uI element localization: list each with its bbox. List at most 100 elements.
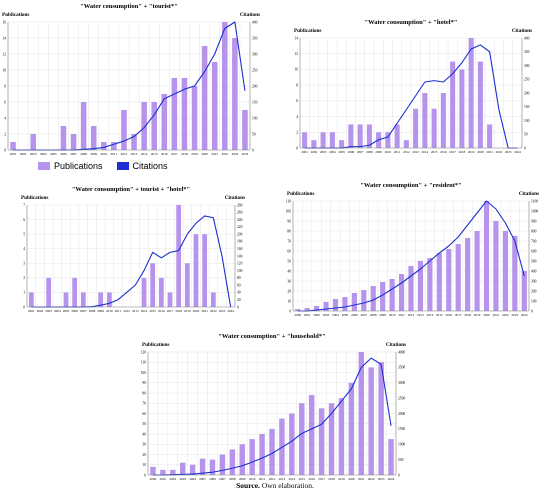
bar-publications xyxy=(202,234,208,307)
y-tick-left: 4 xyxy=(296,115,298,119)
x-tick-label: 2018 xyxy=(175,309,182,313)
y-tick-right: 100 xyxy=(524,119,530,123)
chart-4: 0102030405060708090100110010020030040050… xyxy=(286,182,539,317)
y-tick-left: 40 xyxy=(142,432,146,436)
bar-publications xyxy=(98,292,104,307)
x-tick-label: 2022 xyxy=(210,309,217,313)
y-tick-right: 1000 xyxy=(531,209,538,213)
bar-publications xyxy=(201,46,208,150)
bar-publications xyxy=(229,449,236,475)
chart-title: "Water consumption" + tourist + "hotel*" xyxy=(72,186,190,193)
y-tick-right: 350 xyxy=(524,50,530,54)
y-tick-right: 250 xyxy=(524,78,530,82)
x-tick-label: 2001 xyxy=(10,152,17,156)
x-tick-label: 2018 xyxy=(464,313,471,317)
bar-publications xyxy=(422,93,428,148)
y-axis-label-right: Citations xyxy=(240,12,260,18)
bar-publications xyxy=(521,271,527,311)
x-tick-label: 2014 xyxy=(422,150,429,154)
x-tick-label: 2011 xyxy=(115,309,122,313)
y-tick-left: 70 xyxy=(142,402,146,406)
x-tick-label: 2000 xyxy=(294,313,301,317)
y-tick-left: 90 xyxy=(287,219,291,223)
y-tick-right: 400 xyxy=(252,20,258,24)
x-tick-label: 2007 xyxy=(80,309,87,313)
x-tick-label: 2016 xyxy=(308,477,315,481)
x-tick-label: 2020 xyxy=(193,309,200,313)
x-tick-label: 2012 xyxy=(408,313,415,317)
y-tick-right: 250 xyxy=(252,68,258,72)
bar-publications xyxy=(431,108,437,148)
bar-publications xyxy=(427,258,433,311)
legend-swatch-citations xyxy=(116,162,129,170)
bar-publications xyxy=(28,292,34,307)
x-tick-label: 2018 xyxy=(459,150,466,154)
x-tick-label: 2014 xyxy=(289,477,296,481)
y-tick-left: 120 xyxy=(141,350,147,354)
x-tick-label: 2007 xyxy=(357,150,364,154)
y-tick-right: 200 xyxy=(237,232,243,236)
source-text: Own elaboration. xyxy=(261,481,314,490)
bar-publications xyxy=(239,444,245,475)
bar-publications xyxy=(191,86,198,150)
bar-publications xyxy=(170,469,176,475)
y-tick-right: 0 xyxy=(252,148,254,152)
bar-publications xyxy=(232,38,238,150)
chart-title: "Water consumption" + "resident*" xyxy=(360,182,462,189)
y-tick-right: 350 xyxy=(252,36,258,40)
bar-publications xyxy=(358,352,365,475)
x-tick-label: 2003 xyxy=(323,313,330,317)
bar-publications xyxy=(150,466,156,475)
x-tick-label: 2022 xyxy=(368,477,375,481)
x-tick-label: 2001 xyxy=(301,150,308,154)
x-tick-label: 2019 xyxy=(191,152,198,156)
bar-publications xyxy=(342,297,348,311)
x-tick-label: 2013 xyxy=(412,150,419,154)
y-tick-right: 200 xyxy=(531,289,537,293)
bar-publications xyxy=(151,102,157,150)
bar-publications xyxy=(366,124,372,148)
y-axis-label-right: Citations xyxy=(225,195,245,201)
y-tick-right: 220 xyxy=(237,225,243,229)
y-tick-left: 6 xyxy=(296,99,298,103)
bar-publications xyxy=(181,78,188,150)
bar-publications xyxy=(468,38,474,148)
legend: Publications Citations xyxy=(38,161,182,171)
y-axis-label-right: Citations xyxy=(519,191,539,197)
x-tick-label: 2021 xyxy=(486,150,493,154)
y-tick-left: 14 xyxy=(294,36,298,40)
bar-publications xyxy=(378,362,384,475)
y-tick-right: 240 xyxy=(237,218,243,222)
y-tick-left: 30 xyxy=(142,443,146,447)
bar-publications xyxy=(389,279,395,311)
x-tick-label: 2002 xyxy=(313,313,320,317)
x-tick-label: 2003 xyxy=(45,309,52,313)
bar-publications xyxy=(167,292,173,307)
x-tick-label: 2008 xyxy=(229,477,236,481)
y-tick-left: 10 xyxy=(294,68,298,72)
x-tick-label: 2009 xyxy=(97,309,104,313)
y-tick-left: 100 xyxy=(286,209,292,213)
bar-publications xyxy=(90,126,97,150)
y-tick-right: 50 xyxy=(252,132,256,136)
x-tick-label: 2011 xyxy=(398,313,405,317)
bar-publications xyxy=(176,205,182,307)
x-tick-label: 2019 xyxy=(338,477,345,481)
y-tick-right: 100 xyxy=(531,299,537,303)
y-tick-right: 150 xyxy=(252,100,258,104)
x-tick-label: 2008 xyxy=(80,152,87,156)
bar-publications xyxy=(80,292,86,307)
bar-publications xyxy=(328,403,335,475)
bar-publications xyxy=(338,398,345,475)
bar-publications xyxy=(348,382,355,475)
y-tick-left: 10 xyxy=(142,463,146,467)
x-tick-label: 2007 xyxy=(70,152,77,156)
y-tick-left: 80 xyxy=(142,391,146,395)
y-tick-left: 6 xyxy=(23,218,25,222)
y-tick-left: 2 xyxy=(23,276,25,280)
x-tick-label: 2001 xyxy=(160,477,167,481)
x-tick-label: 2015 xyxy=(298,477,305,481)
bar-publications xyxy=(446,249,452,311)
